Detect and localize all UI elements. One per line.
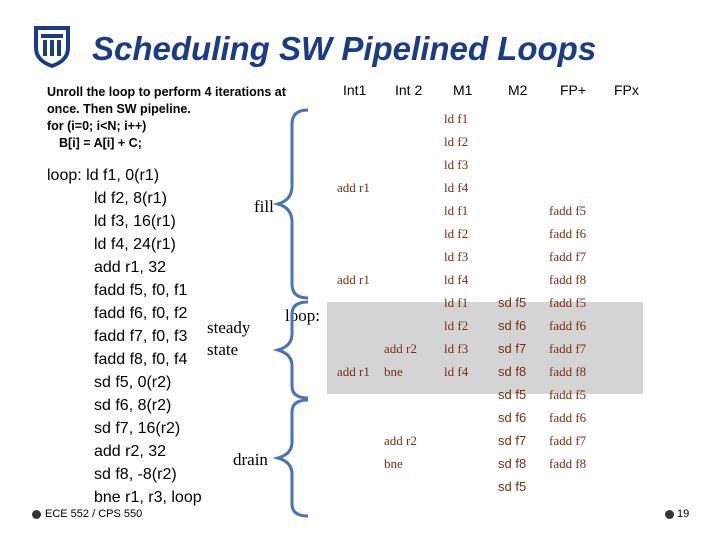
header-fp-add: FP+ [560,82,587,98]
steady-label: steady [207,318,251,337]
steady-brace [272,300,309,400]
cell-m2: sd f6 [498,318,527,333]
cell-m1: ld f4 [444,272,469,287]
code-line: fadd f5, f0, f1 [94,282,188,299]
slide-title: Scheduling SW Pipelined Loops [92,30,597,67]
duke-logo [30,22,74,70]
fill-brace [272,108,309,300]
cell-int2: bne [384,364,403,379]
footer-bullet [665,510,674,519]
code-line: fadd f6, f0, f2 [94,305,188,322]
intro-line: B[i] = A[i] + C; [59,136,142,150]
cell-m1: ld f4 [444,180,469,195]
cell-m1: ld f3 [444,249,469,264]
cell-fp: fadd f7 [549,341,587,356]
cell-fp: fadd f5 [549,295,587,310]
cell-m1: ld f2 [444,134,469,149]
intro-text: Unroll the loop to perform 4 iterations … [47,84,286,152]
code-line: ld f2, 8(r1) [94,190,167,207]
steady-band [327,371,643,394]
cell-int1: add r1 [337,364,370,379]
cell-int2: add r2 [384,341,417,356]
cell-m2: sd f7 [498,433,527,448]
cell-m2: sd f6 [498,410,527,425]
cell-m1: ld f2 [444,226,469,241]
header-m2: M2 [508,82,528,98]
cell-m1: ld f3 [444,157,469,172]
steady-band [327,348,643,371]
code-line: bne r1, r3, loop [94,489,202,506]
cell-m1: ld f1 [444,203,469,218]
cell-m2: sd f5 [498,387,527,402]
cell-m2: sd f8 [498,456,527,471]
intro-line: for (i=0; i<N; i++) [47,119,147,133]
phase-braces [272,108,309,518]
cell-m2: sd f5 [498,295,527,310]
cell-m2: sd f8 [498,364,527,379]
cell-int2: add r2 [384,433,417,448]
code-line: loop: ld f1, 0(r1) [47,167,160,184]
code-line: fadd f8, f0, f4 [94,351,188,368]
code-line: ld f3, 16(r1) [94,213,176,230]
cell-fp: fadd f8 [549,272,587,287]
cell-m1: ld f2 [444,318,469,333]
code-line: add r2, 32 [94,443,167,460]
intro-line: once. Then SW pipeline. [47,102,191,116]
code-line: sd f5, 0(r2) [94,374,172,391]
fill-label: fill [254,197,274,216]
code-line: sd f6, 8(r2) [94,397,172,414]
cell-int2: bne [384,456,403,471]
cell-fp: fadd f7 [549,433,587,448]
cell-fp: fadd f8 [549,456,587,471]
cell-fp: fadd f6 [549,226,587,241]
steady-band [327,302,643,325]
code-line: add r1, 32 [94,259,167,276]
intro-line: Unroll the loop to perform 4 iterations … [47,85,286,99]
header-m1: M1 [453,82,473,98]
drain-label: drain [233,450,268,469]
cell-int1: add r1 [337,180,370,195]
cell-fp: fadd f7 [549,249,587,264]
header-int1: Int1 [343,82,367,98]
state-label: state [207,340,239,359]
cell-m2: sd f5 [498,479,527,494]
cell-int1: add r1 [337,272,370,287]
code-line: fadd f7, f0, f3 [94,328,188,345]
cell-m1: ld f1 [444,111,469,126]
footer-bullet [32,510,41,519]
cell-fp: fadd f8 [549,364,587,379]
steady-band [327,325,643,348]
cell-fp: fadd f6 [549,318,587,333]
page-number: 19 [677,508,690,520]
cell-m1: ld f3 [444,341,469,356]
code-line: sd f7, 16(r2) [94,420,181,437]
cell-fp: fadd f5 [549,387,587,402]
cell-fp: fadd f5 [549,203,587,218]
code-line: sd f8, -8(r2) [94,466,177,483]
code-line: ld f4, 24(r1) [94,236,176,253]
header-int2: Int 2 [395,82,423,98]
cell-m2: sd f7 [498,341,527,356]
cell-fp: fadd f6 [549,410,587,425]
cell-m1: ld f1 [444,295,469,310]
drain-brace [272,398,309,518]
footer-course: ECE 552 / CPS 550 [45,508,143,520]
header-fp-mul: FPx [614,82,639,98]
cell-m1: ld f4 [444,364,469,379]
